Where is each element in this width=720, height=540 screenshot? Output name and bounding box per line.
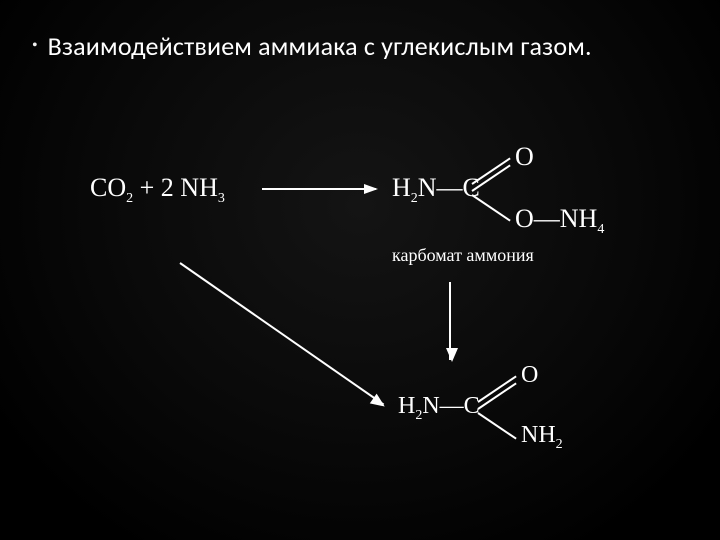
urea-nh2: NH2 xyxy=(521,422,563,449)
urea-oxygen-top: O xyxy=(521,362,538,389)
slide: • Взаимодействием аммиака с углекислым г… xyxy=(0,0,720,540)
urea-c-nh2-bond xyxy=(477,412,516,439)
nh3-sub: 3 xyxy=(218,191,225,206)
reactants-formula: CO2 + 2 NH3 xyxy=(90,173,225,203)
carbamate-onh4: O—NH4 xyxy=(515,204,604,234)
co2-c-o: CO xyxy=(90,173,126,202)
plus-nh: + 2 NH xyxy=(133,173,218,202)
carbamate-oxygen-top: O xyxy=(515,142,534,172)
reaction-diagram: CO2 + 2 NH3 .rxn-arrow::after { border-l… xyxy=(0,0,720,540)
reaction-arrow xyxy=(262,188,376,190)
urea-double-bond-a xyxy=(477,375,516,402)
co2-sub: 2 xyxy=(126,191,133,206)
caption-intermediate: карбомат аммония xyxy=(392,245,534,266)
oblique-arrow xyxy=(179,262,384,405)
carbamate-double-bond-a xyxy=(471,157,510,184)
carbamate-h2n-c: H2N—C xyxy=(392,173,480,203)
urea-h2n-c: H2N—C xyxy=(398,393,480,420)
carbamate-single-bond xyxy=(471,194,510,221)
down-arrow xyxy=(449,282,451,360)
